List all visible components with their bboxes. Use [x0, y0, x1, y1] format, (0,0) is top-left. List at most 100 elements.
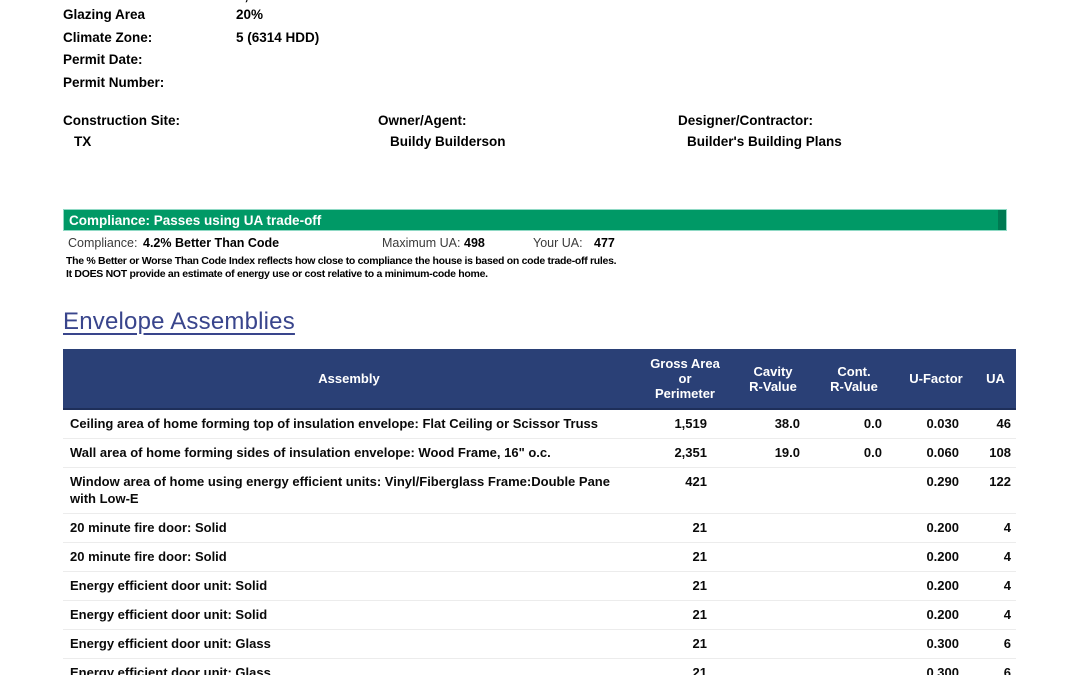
ufactor-cell: 0.200 [897, 542, 975, 572]
assemblies-body: Ceiling area of home forming top of insu… [63, 409, 1016, 675]
ua-cell: 122 [975, 467, 1016, 514]
field-glazing-area: Glazing Area 20% [63, 7, 263, 22]
cavity-rvalue-cell: 38.0 [774, 416, 800, 431]
header-cavity-rvalue: Cavity R-Value [735, 349, 811, 410]
assembly-cell: Energy efficient door unit: Glass [63, 629, 635, 659]
header-ua: UA [975, 349, 1016, 410]
ufactor-cell: 0.300 [897, 658, 975, 675]
table-row: Energy efficient door unit: Glass 21 0.300… [63, 658, 1016, 675]
owner-agent-label: Owner/Agent: [378, 113, 467, 128]
gross-area-cell: 21 [635, 542, 735, 572]
field-climate-zone: Climate Zone: 5 (6314 HDD) [63, 30, 319, 45]
gross-area-cell: 21 [635, 513, 735, 543]
assembly-cell: 20 minute fire door: Solid [63, 542, 635, 572]
compliance-note-line2: It DOES NOT provide an estimate of energ… [66, 268, 488, 280]
compliance-banner: Compliance: Passes using UA trade-off [63, 209, 1007, 231]
ufactor-cell: 0.290 [897, 467, 975, 514]
gross-area-cell: 1,519 [674, 416, 707, 431]
compliance-result-line: Compliance: 4.2% Better Than Code Maximu… [0, 236, 1080, 252]
gross-area-cell: 21 [635, 658, 735, 675]
ua-cell: 4 [975, 513, 1016, 543]
ufactor-cell: 0.200 [897, 513, 975, 543]
assembly-cell: Wall area of home forming sides of insul… [63, 438, 635, 468]
cont-rvalue-cell [811, 571, 897, 601]
maximum-ua-label: Maximum UA: [382, 236, 461, 250]
field-value: 20% [236, 7, 264, 22]
your-ua-label: Your UA: [533, 236, 583, 250]
field-label: Permit Number: [63, 75, 165, 90]
cavity-rvalue-cell [735, 600, 811, 630]
table-row: Wall area of home forming sides of insul… [63, 438, 1016, 468]
gross-area-cell: 2,351 [635, 438, 735, 468]
field-label: Climate Zone: [63, 30, 153, 45]
ua-cell: 108 [975, 438, 1016, 468]
cont-rvalue-cell [811, 600, 897, 630]
cavity-rvalue-cell [735, 658, 811, 675]
gross-area-cell: 21 [635, 571, 735, 601]
ua-cell: 4 [975, 542, 1016, 572]
ua-cell: 4 [975, 600, 1016, 630]
gross-area-cell: 21 [635, 600, 735, 630]
cont-rvalue-cell: 0.0 [811, 438, 897, 468]
header-assembly: Assembly [63, 349, 635, 410]
field-permit-date: Permit Date: [63, 52, 143, 67]
assembly-cell: Ceiling area of home forming top of insu… [70, 416, 599, 431]
cavity-rvalue-cell [735, 542, 811, 572]
cont-rvalue-cell [811, 658, 897, 675]
cont-rvalue-cell [811, 513, 897, 543]
envelope-assemblies-table: Assembly Gross Area or Perimeter Cavity … [63, 349, 1016, 675]
assembly-cell: Energy efficient door unit: Solid [63, 571, 635, 601]
section-title-envelope-assemblies: Envelope Assemblies [63, 308, 295, 335]
clipped-floor-area-text: 2,500 ft2 [236, 0, 396, 4]
compliance-value: 4.2% Better Than Code [143, 236, 280, 250]
table-header: Assembly Gross Area or Perimeter Cavity … [63, 349, 1016, 410]
maximum-ua-value: 498 [464, 236, 485, 250]
cavity-rvalue-cell [735, 513, 811, 543]
assembly-cell: Window area of home using energy efficie… [63, 467, 635, 514]
ua-cell: 4 [975, 571, 1016, 601]
gross-area-cell: 21 [635, 629, 735, 659]
field-value: 5 (6314 HDD) [236, 30, 320, 45]
field-label: Permit Date: [63, 52, 143, 67]
cont-rvalue-cell [811, 467, 897, 514]
ua-cell: 6 [975, 629, 1016, 659]
compliance-banner-text: Compliance: Passes using UA trade-off [69, 212, 322, 228]
ufactor-cell: 0.030 [926, 416, 959, 431]
ua-cell: 46 [996, 416, 1011, 431]
field-permit-number: Permit Number: [63, 75, 164, 90]
assembly-cell: 20 minute fire door: Solid [63, 513, 635, 543]
table-row: 20 minute fire door: Solid 21 0.200 4 [63, 513, 1016, 543]
banner-right-edge [998, 210, 1006, 230]
cont-rvalue-cell [811, 629, 897, 659]
cavity-rvalue-cell [735, 629, 811, 659]
ufactor-cell: 0.200 [897, 600, 975, 630]
cavity-rvalue-cell [735, 571, 811, 601]
header-cont-rvalue: Cont. R-Value [811, 349, 897, 410]
ufactor-cell: 0.200 [897, 571, 975, 601]
ua-cell: 6 [975, 658, 1016, 675]
table-row: Energy efficient door unit: Glass 21 0.300… [63, 629, 1016, 659]
compliance-note-line1: The % Better or Worse Than Code Index re… [66, 255, 617, 267]
ufactor-cell: 0.060 [897, 438, 975, 468]
field-label: Glazing Area [63, 7, 146, 22]
cavity-rvalue-cell: 19.0 [735, 438, 811, 468]
your-ua-value: 477 [594, 236, 615, 250]
table-row: Ceiling area of home forming top of insu… [63, 409, 1016, 439]
owner-agent-value: Buildy Builderson [390, 134, 506, 149]
header-gross-area: Gross Area or Perimeter [635, 349, 735, 410]
clipped-floor-area-value: 2,500 ft2 [236, 0, 396, 5]
cavity-rvalue-cell [735, 467, 811, 514]
compliance-label: Compliance: [68, 236, 138, 250]
designer-contractor-label: Designer/Contractor: [678, 113, 814, 128]
gross-area-cell: 421 [635, 467, 735, 514]
table-row: Window area of home using energy efficie… [63, 467, 1016, 514]
ufactor-cell: 0.300 [897, 629, 975, 659]
table-row: 20 minute fire door: Solid 21 0.200 4 [63, 542, 1016, 572]
assembly-cell: Energy efficient door unit: Glass [63, 658, 635, 675]
table-row: Energy efficient door unit: Solid 21 0.200… [63, 600, 1016, 630]
assembly-cell: Energy efficient door unit: Solid [63, 600, 635, 630]
construction-site-value: TX [74, 134, 92, 149]
cont-rvalue-cell: 0.0 [863, 416, 882, 431]
header-ufactor: U-Factor [897, 349, 975, 410]
